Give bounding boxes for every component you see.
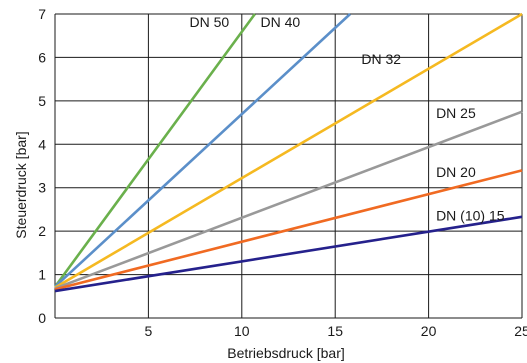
- y-tick-label-4: 4: [38, 136, 46, 152]
- y-tick-label-6: 6: [38, 49, 46, 65]
- x-axis-label: Betriebsdruck [bar]: [227, 345, 345, 361]
- tick-labels: 5 10 15 20 25 0 1 2 3 4 5 6 7: [38, 6, 527, 339]
- series-line-dn-32: [54, 12, 523, 289]
- series-label-dn-50: DN 50: [189, 14, 229, 30]
- series-label-dn-10-15: DN (10) 15: [436, 207, 505, 223]
- series-label-dn-20: DN 20: [436, 164, 476, 180]
- x-tick-label-0: 5: [145, 323, 153, 339]
- x-tick-label-4: 25: [514, 323, 527, 339]
- series-line-dn-40: [54, 13, 352, 288]
- series-label-dn-32: DN 32: [361, 51, 401, 67]
- y-tick-label-1: 1: [38, 267, 46, 283]
- series-line-dn-50: [53, 13, 256, 288]
- x-tick-label-1: 10: [234, 323, 250, 339]
- y-tick-label-3: 3: [38, 180, 46, 196]
- series-labels: DN 50 DN 40 DN 32 DN 25 DN 20 DN (10) 15: [189, 14, 504, 223]
- y-axis-label: Steuerdruck [bar]: [13, 131, 29, 238]
- series-line-dn-10-15: [54, 215, 523, 293]
- series-lines: [53, 12, 523, 293]
- y-tick-label-2: 2: [38, 223, 46, 239]
- x-tick-label-2: 15: [327, 323, 343, 339]
- series-line-dn-20: [54, 169, 523, 291]
- grid: [54, 13, 523, 319]
- series-label-dn-25: DN 25: [436, 105, 476, 121]
- y-tick-label-5: 5: [38, 93, 46, 109]
- x-tick-label-3: 20: [421, 323, 437, 339]
- series-line-dn-25: [54, 110, 523, 290]
- y-tick-label-7: 7: [38, 6, 46, 22]
- y-tick-label-0: 0: [38, 310, 46, 326]
- series-label-dn-40: DN 40: [260, 14, 300, 30]
